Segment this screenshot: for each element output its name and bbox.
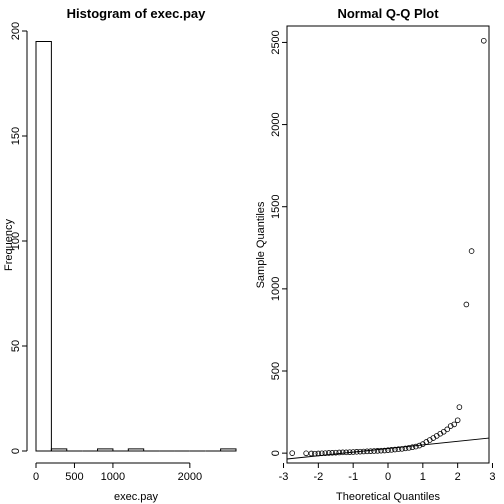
qq-point bbox=[406, 445, 412, 451]
qq-plot-title: Normal Q-Q Plot bbox=[337, 6, 439, 21]
qq-point bbox=[444, 426, 451, 433]
qq-x-tick-label: -2 bbox=[313, 471, 323, 483]
qq-plot-frame bbox=[286, 25, 490, 464]
qq-point bbox=[399, 446, 405, 452]
qq-point bbox=[381, 447, 388, 454]
qq-y-tick-label: 2500 bbox=[270, 30, 282, 54]
qq-plot-y-axis: 0 500 1000 1500 2000 2500 bbox=[270, 30, 287, 456]
histogram-y-tick-label: 200 bbox=[10, 22, 22, 40]
qq-point bbox=[480, 37, 487, 44]
qq-point bbox=[468, 248, 475, 254]
qq-point bbox=[392, 446, 398, 453]
qq-plot-panel: Normal Q-Q Plot Theoretical Quantiles Sa… bbox=[255, 6, 496, 503]
qq-y-tick-label: 1500 bbox=[270, 194, 282, 218]
histogram-bar bbox=[127, 448, 145, 452]
qq-point bbox=[289, 450, 296, 456]
qq-plot-points bbox=[289, 37, 487, 457]
qq-point bbox=[332, 449, 339, 456]
qq-point bbox=[409, 444, 416, 451]
histogram-title: Histogram of exec.pay bbox=[67, 6, 206, 21]
histogram-y-tick-label: 0 bbox=[10, 448, 22, 454]
histogram-y-tick-label: 150 bbox=[10, 127, 22, 145]
qq-point bbox=[451, 421, 457, 428]
qq-point bbox=[463, 301, 470, 308]
qq-x-tick-label: 0 bbox=[385, 471, 391, 483]
histogram-x-tick-label: 0 bbox=[33, 471, 39, 483]
qq-point bbox=[454, 417, 461, 424]
qq-point bbox=[385, 447, 391, 453]
qq-point bbox=[339, 449, 346, 456]
qq-x-tick-label: 1 bbox=[420, 471, 426, 483]
qq-y-tick-label: 2000 bbox=[270, 112, 282, 136]
histogram-y-tick-label: 100 bbox=[10, 232, 22, 250]
qq-y-tick-label: 0 bbox=[270, 450, 282, 456]
qq-point bbox=[402, 445, 409, 452]
histogram-bar bbox=[35, 41, 52, 452]
histogram-bar bbox=[50, 448, 68, 452]
histogram-bar bbox=[97, 448, 114, 452]
qq-reference-line-group bbox=[286, 437, 490, 460]
qq-point bbox=[378, 447, 384, 454]
qq-point bbox=[374, 448, 381, 454]
qq-y-tick-label: 500 bbox=[270, 362, 282, 380]
histogram-y-axis: 0 50 100 150 200 bbox=[10, 22, 28, 454]
histogram-y-tick-label: 50 bbox=[10, 340, 22, 352]
qq-x-tick-label: -3 bbox=[279, 471, 289, 483]
qq-y-tick-label: 1000 bbox=[270, 277, 282, 301]
histogram-x-tick-label: 2000 bbox=[178, 471, 202, 483]
qq-x-tick-label: 3 bbox=[489, 471, 495, 483]
qq-point bbox=[303, 450, 309, 457]
qq-point bbox=[367, 448, 374, 454]
qq-point bbox=[456, 404, 463, 410]
qq-point bbox=[395, 446, 402, 453]
histogram-y-axis-label: Frequency bbox=[3, 219, 15, 271]
qq-point bbox=[371, 448, 377, 454]
qq-point bbox=[447, 423, 454, 429]
qq-point bbox=[308, 450, 315, 457]
qq-reference-line bbox=[286, 437, 490, 460]
histogram-bars bbox=[35, 41, 237, 452]
histogram-x-axis-label: exec.pay bbox=[114, 491, 159, 503]
qq-point bbox=[388, 447, 395, 453]
qq-plot-x-axis: -3 -2 -1 0 1 2 3 bbox=[279, 463, 496, 483]
qq-x-tick-label: 2 bbox=[455, 471, 461, 483]
qq-point bbox=[329, 450, 336, 456]
histogram-panel: Histogram of exec.pay exec.pay Frequency… bbox=[3, 6, 237, 503]
qq-point bbox=[325, 450, 332, 456]
qq-point bbox=[413, 443, 419, 450]
qq-x-tick-label: -1 bbox=[348, 471, 358, 483]
qq-plot-x-axis-label: Theoretical Quantiles bbox=[336, 491, 440, 503]
histogram-x-tick-label: 500 bbox=[65, 471, 83, 483]
qq-plot-y-axis-label: Sample Quantiles bbox=[255, 201, 267, 288]
histogram-x-axis: 0 500 1000 2000 bbox=[33, 462, 202, 483]
qq-point bbox=[336, 449, 343, 456]
histogram-bar bbox=[220, 448, 237, 452]
histogram-x-tick-label: 1000 bbox=[101, 471, 125, 483]
